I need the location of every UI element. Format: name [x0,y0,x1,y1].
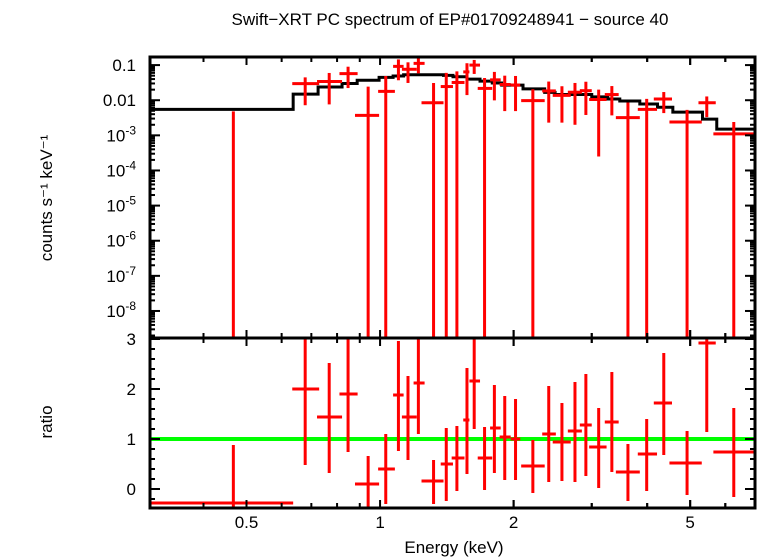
ratio-point [413,339,425,434]
data-point [378,75,395,338]
data-point [317,72,343,105]
ratio-point [469,339,481,429]
ratio-point [552,403,571,481]
data-point [292,77,320,106]
data-point [393,59,404,81]
y-tick-label: 1 [127,430,136,449]
data-point [401,62,417,83]
y-tick-label: 10-8 [106,299,136,321]
ratio-point [150,445,294,508]
data-point [542,81,556,123]
ratio-panel: 0.5 1 2 5 0 1 2 3 [127,57,757,532]
x-tick-label: 0.5 [235,513,259,532]
ratio-point [339,339,358,452]
data-point [463,63,470,96]
data-point [354,86,380,338]
data-point [653,92,672,114]
data-point [589,89,607,157]
ratio-point [698,338,716,432]
ratio-y-axis-label: ratio [37,405,56,438]
data-point [637,98,658,338]
data-point [567,82,582,125]
ratio-point [604,372,619,472]
y-tick-label: 10-6 [106,229,136,251]
ratio-point [490,385,501,473]
y-tick-label: 10-5 [106,194,136,216]
data-point [451,71,465,338]
ratio-point [510,399,521,480]
ratio-point [669,431,702,495]
ratio-point [589,408,607,488]
ratio-point [354,456,380,508]
data-point [440,72,453,338]
ratio-point [653,353,672,455]
y-tick-label: 10-3 [106,123,136,145]
ratio-point [378,434,395,504]
y-tick-label: 3 [127,330,136,349]
data-point [510,75,521,112]
ratio-point [615,444,640,501]
ratio-point [542,386,556,482]
y-tick-label: 2 [127,380,136,399]
y-tick-label: 10-7 [106,264,136,286]
x-tick-label: 5 [685,513,694,532]
data-point [579,81,592,115]
chart-title: Swift−XRT PC spectrum of EP#01709248941 … [232,10,669,29]
data-point [469,59,481,74]
ratio-point [567,382,582,482]
ratio-point [499,396,511,480]
data-point [339,66,358,89]
data-point [413,58,425,74]
top-y-axis-label: counts s⁻¹ keV⁻¹ [37,134,56,261]
ratio-point [421,460,444,504]
ratio-point [579,374,592,476]
x-axis-label: Energy (keV) [404,538,503,557]
data-point [713,121,754,338]
data-point [421,82,444,338]
ratio-point [401,376,417,460]
y-tick-label: 0 [127,480,136,499]
data-point [604,86,619,116]
ratio-point [317,363,343,473]
ratio-panel-frame [148,336,757,510]
data-point [669,109,702,338]
ratio-point [521,440,545,493]
y-tick-label: 10-4 [106,158,136,180]
ratio-point [713,408,754,497]
data-point [698,96,716,118]
data-point [615,102,640,338]
ratio-point [440,428,453,501]
y-tick-label: 0.01 [103,91,136,110]
ratio-point [393,341,404,451]
top-panel: 0.1 0.01 10-3 10-4 10-5 10-6 10-7 10-8 [103,55,757,340]
ratio-point [637,419,658,491]
data-point [521,89,545,338]
data-point [490,71,501,101]
ratio-point [292,339,320,465]
x-tick-label: 1 [375,513,384,532]
ratio-point [451,426,465,491]
x-tick-label: 2 [509,513,518,532]
ratio-point [477,427,493,490]
data-point [552,86,571,123]
y-tick-label: 0.1 [112,56,136,75]
data-point [477,77,493,338]
data-point [499,75,511,112]
ratio-point [463,368,470,474]
model-step-line [150,73,755,131]
